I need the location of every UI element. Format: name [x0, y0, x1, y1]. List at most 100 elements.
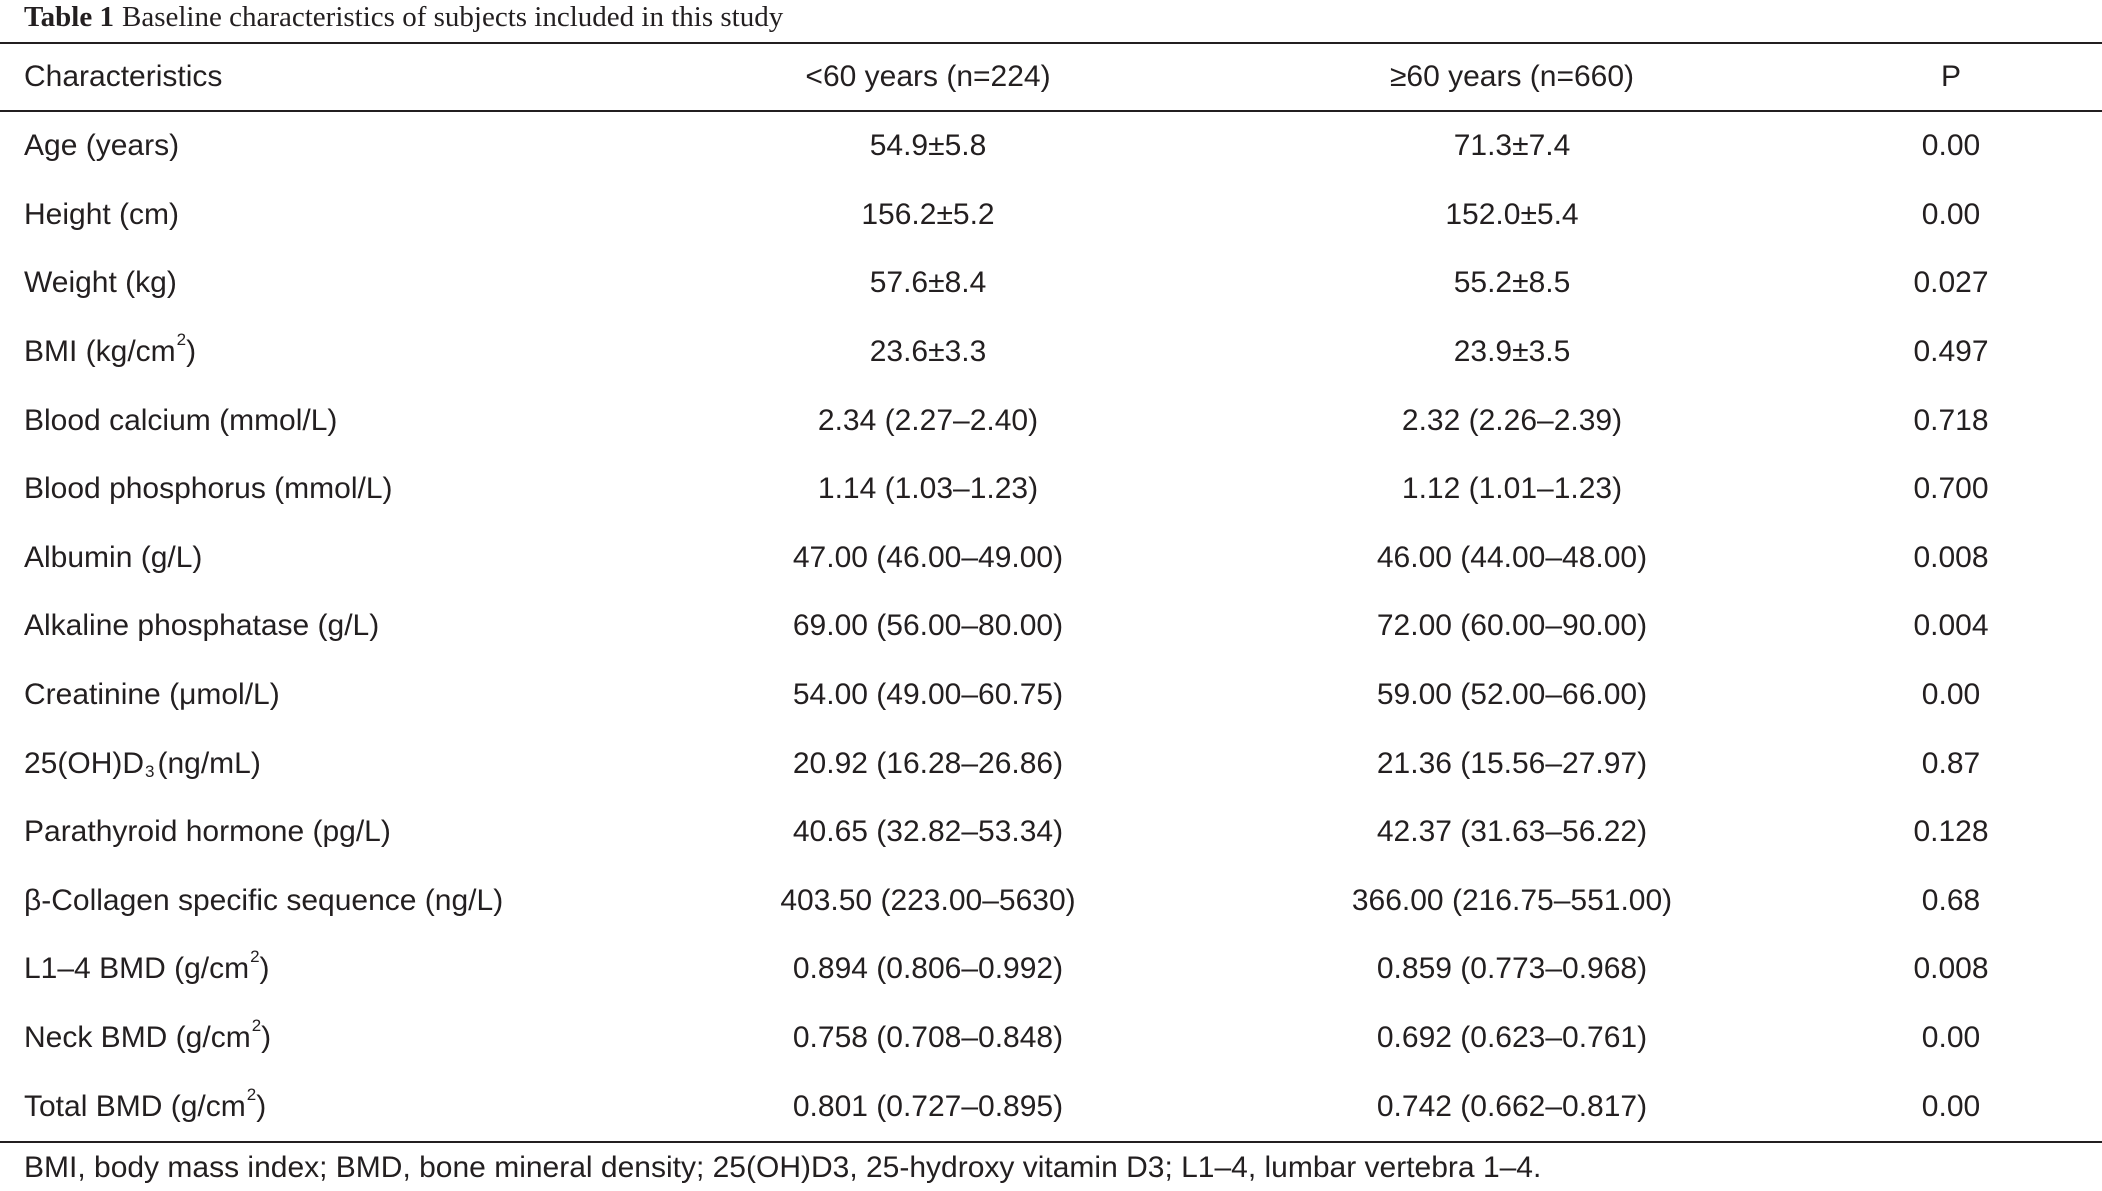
row-characteristic: β-Collagen specific sequence (ng/L) [24, 867, 664, 936]
table-title: Table 1 Baseline characteristics of subje… [24, 0, 783, 34]
header-rule [0, 110, 2102, 112]
row-characteristic: Total BMD (g/cm 2) [24, 1072, 664, 1141]
row-p-value: 0.700 [1913, 472, 1989, 506]
row-label: Total BMD (g/cm [24, 1089, 246, 1123]
row-value-60-and-over: 71.3±7.4 [1453, 129, 1571, 163]
row-value-60-and-over: 1.12 (1.01–1.23) [1401, 472, 1623, 506]
header-under-60: <60 years (n=224) [805, 60, 1051, 93]
row-label-tail: ) [259, 952, 270, 986]
row-value-under-60: 20.92 (16.28–26.86) [792, 746, 1064, 780]
row-value-under-60: 54.9±5.8 [869, 129, 987, 163]
row-label-tail: ) [186, 335, 197, 369]
row-label-tail: ) [261, 1021, 272, 1055]
row-label-superscript: 2 [250, 947, 260, 967]
row-value-under-60: 40.65 (32.82–53.34) [792, 815, 1064, 849]
table-row: L1–4 BMD (g/cm 2) 0.894 (0.806–0.992) 0.859… [0, 935, 2102, 1004]
table-row: β-Collagen specific sequence (ng/L) 403.5… [0, 867, 2102, 936]
row-p-value: 0.718 [1913, 403, 1989, 437]
table-row: 25(OH)D 3 (ng/mL) 20.92 (16.28–26.86) 21.36 … [0, 729, 2102, 798]
table-row: Height (cm) 156.2±5.2 152.0±5.4 0.00 [0, 181, 2102, 250]
table-row: Alkaline phosphatase (g/L) 69.00 (56.00–8… [0, 592, 2102, 661]
row-label: β-Collagen specific sequence (ng/L) [24, 883, 504, 917]
row-label: Neck BMD (g/cm [24, 1021, 251, 1055]
row-label: Alkaline phosphatase (g/L) [24, 609, 380, 643]
row-label: Blood phosphorus (mmol/L) [24, 472, 393, 506]
row-p-value: 0.497 [1913, 335, 1989, 369]
table-row: Neck BMD (g/cm 2) 0.758 (0.708–0.848) 0.692… [0, 1004, 2102, 1073]
table-row: Creatinine (μmol/L) 54.00 (49.00–60.75) 59… [0, 661, 2102, 730]
table-row: BMI (kg/cm 2) 23.6±3.3 23.9±3.5 0.497 [0, 318, 2102, 387]
row-label: L1–4 BMD (g/cm [24, 952, 250, 986]
row-value-under-60: 0.894 (0.806–0.992) [792, 952, 1064, 986]
row-value-60-and-over: 2.32 (2.26–2.39) [1401, 403, 1623, 437]
row-value-60-and-over: 55.2±8.5 [1453, 266, 1571, 300]
table-row: Total BMD (g/cm 2) 0.801 (0.727–0.895) 0.74… [0, 1072, 2102, 1141]
row-characteristic: Blood phosphorus (mmol/L) [24, 455, 664, 524]
row-p-value: 0.027 [1913, 266, 1989, 300]
table-caption: Baseline characteristics of subjects inc… [122, 1, 784, 33]
row-label-superscript: 2 [246, 1084, 257, 1104]
row-value-60-and-over: 23.9±3.5 [1453, 335, 1571, 369]
row-value-under-60: 0.758 (0.708–0.848) [792, 1021, 1064, 1055]
row-p-value: 0.87 [1921, 746, 1981, 780]
row-value-under-60: 1.14 (1.03–1.23) [817, 472, 1039, 506]
row-value-under-60: 0.801 (0.727–0.895) [792, 1089, 1064, 1123]
row-value-60-and-over: 46.00 (44.00–48.00) [1376, 540, 1648, 574]
row-characteristic: Neck BMD (g/cm 2) [24, 1004, 664, 1073]
row-value-under-60: 403.50 (223.00–5630) [780, 883, 1076, 917]
row-value-under-60: 69.00 (56.00–80.00) [792, 609, 1064, 643]
row-characteristic: Alkaline phosphatase (g/L) [24, 592, 664, 661]
header-p-value: P [1940, 60, 1961, 93]
table-footnote: BMI, body mass index; BMD, bone mineral … [24, 1151, 1542, 1184]
row-label-superscript: 2 [251, 1016, 262, 1036]
row-p-value: 0.128 [1913, 815, 1989, 849]
table-row: Age (years) 54.9±5.8 71.3±7.4 0.00 [0, 112, 2102, 181]
row-value-60-and-over: 366.00 (216.75–551.00) [1351, 883, 1673, 917]
row-value-60-and-over: 21.36 (15.56–27.97) [1376, 746, 1648, 780]
row-value-60-and-over: 42.37 (31.63–56.22) [1376, 815, 1648, 849]
row-characteristic: Albumin (g/L) [24, 524, 664, 593]
row-characteristic: Parathyroid hormone (pg/L) [24, 798, 664, 867]
table-row: Parathyroid hormone (pg/L) 40.65 (32.82–5… [0, 798, 2102, 867]
row-label-tail: ) [256, 1089, 267, 1123]
table-row: Blood phosphorus (mmol/L) 1.14 (1.03–1.23… [0, 455, 2102, 524]
row-value-60-and-over: 0.859 (0.773–0.968) [1376, 952, 1648, 986]
top-rule [0, 42, 2102, 44]
row-characteristic: Creatinine (μmol/L) [24, 661, 664, 730]
row-value-60-and-over: 152.0±5.4 [1445, 197, 1579, 231]
row-characteristic: 25(OH)D 3 (ng/mL) [24, 729, 664, 798]
row-value-60-and-over: 59.00 (52.00–66.00) [1376, 678, 1648, 712]
header-60-and-over: ≥60 years (n=660) [1389, 60, 1635, 93]
row-p-value: 0.00 [1921, 1089, 1981, 1123]
row-value-60-and-over: 72.00 (60.00–90.00) [1376, 609, 1648, 643]
row-label: Albumin (g/L) [24, 540, 203, 574]
bottom-rule [0, 1141, 2102, 1143]
row-label: Age (years) [24, 129, 180, 163]
row-label: Parathyroid hormone (pg/L) [24, 815, 391, 849]
row-p-value: 0.68 [1921, 883, 1981, 917]
table-row: Weight (kg) 57.6±8.4 55.2±8.5 0.027 [0, 249, 2102, 318]
row-p-value: 0.00 [1921, 197, 1981, 231]
row-label: Height (cm) [24, 197, 180, 231]
table-header-row: Characteristics <60 years (n=224) ≥60 ye… [0, 44, 2102, 110]
table-row: Blood calcium (mmol/L) 2.34 (2.27–2.40) 2.… [0, 386, 2102, 455]
row-characteristic: L1–4 BMD (g/cm 2) [24, 935, 664, 1004]
row-characteristic: Age (years) [24, 112, 664, 181]
row-value-60-and-over: 0.742 (0.662–0.817) [1376, 1089, 1648, 1123]
row-label-tail: (ng/mL) [157, 746, 261, 780]
row-value-under-60: 23.6±3.3 [869, 335, 987, 369]
row-p-value: 0.00 [1921, 678, 1981, 712]
row-value-under-60: 2.34 (2.27–2.40) [817, 403, 1039, 437]
row-p-value: 0.00 [1921, 1021, 1981, 1055]
row-label-subscript: 3 [145, 761, 155, 781]
row-characteristic: Blood calcium (mmol/L) [24, 386, 664, 455]
row-p-value: 0.00 [1921, 129, 1981, 163]
row-p-value: 0.008 [1913, 952, 1989, 986]
row-characteristic: BMI (kg/cm 2) [24, 318, 664, 387]
row-value-under-60: 47.00 (46.00–49.00) [792, 540, 1064, 574]
table-number: Table 1 [24, 1, 114, 33]
row-characteristic: Height (cm) [24, 181, 664, 250]
row-label: 25(OH)D [24, 746, 145, 780]
row-characteristic: Weight (kg) [24, 249, 664, 318]
